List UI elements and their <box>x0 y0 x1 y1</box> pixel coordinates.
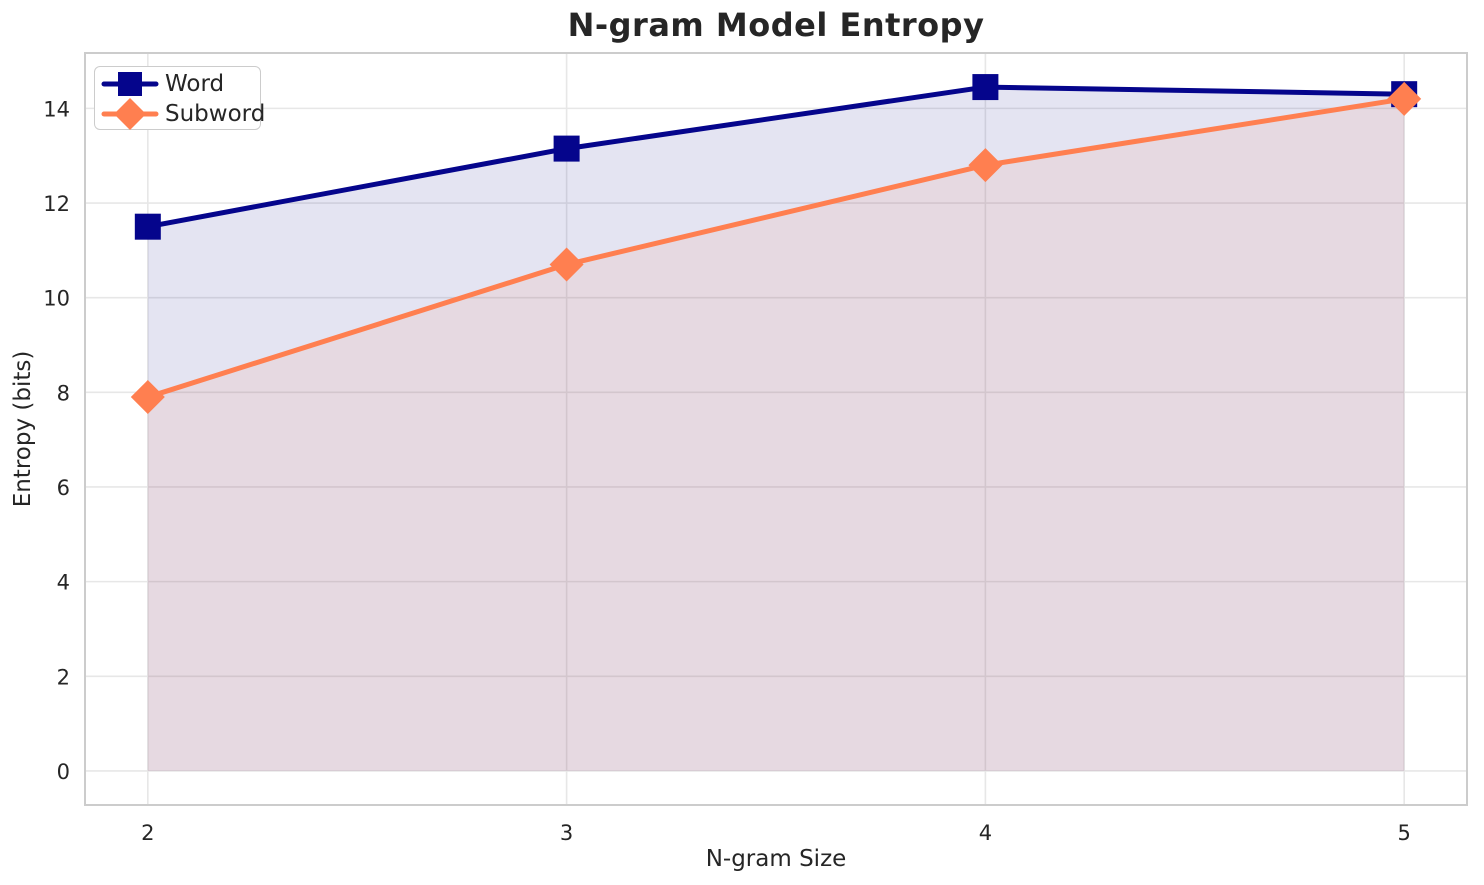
subword-series-swatch-icon <box>101 98 159 130</box>
word-area <box>147 87 1405 771</box>
subword-marker <box>549 247 584 282</box>
legend-item-word: Word <box>95 69 260 99</box>
x-tick-label: 3 <box>560 821 573 845</box>
subword-line <box>145 96 1407 400</box>
chart-title: N-gram Model Entropy <box>567 6 985 44</box>
y-tick-label: 6 <box>57 476 70 500</box>
x-axis-label: N-gram Size <box>705 846 847 872</box>
plot-border <box>84 52 1468 806</box>
y-tick-label: 0 <box>57 760 70 784</box>
y-tick-label: 4 <box>57 571 70 595</box>
legend: Word Subword <box>94 66 265 130</box>
y-tick-label: 2 <box>57 665 70 689</box>
y-tick-label: 14 <box>43 97 70 121</box>
legend-item-subword: Subword <box>95 98 265 130</box>
word-marker <box>553 135 580 162</box>
y-tick-label: 8 <box>57 381 70 405</box>
subword-marker <box>1387 81 1422 116</box>
subword-marker <box>968 148 1003 183</box>
word-marker <box>134 213 161 240</box>
x-tick-label: 4 <box>979 821 992 845</box>
subword-marker <box>130 380 165 415</box>
y-tick-label: 10 <box>43 287 70 311</box>
word-marker <box>972 74 999 101</box>
legend-label-subword: Subword <box>165 101 266 127</box>
word-series-swatch-icon <box>101 72 159 96</box>
y-tick-label: 12 <box>43 192 70 216</box>
x-tick-label: 2 <box>141 821 154 845</box>
x-tick-label: 5 <box>1397 821 1410 845</box>
word-line <box>145 84 1407 230</box>
legend-label-word: Word <box>165 71 225 97</box>
subword-area <box>147 98 1405 771</box>
y-axis-label: Entropy (bits) <box>10 350 36 508</box>
